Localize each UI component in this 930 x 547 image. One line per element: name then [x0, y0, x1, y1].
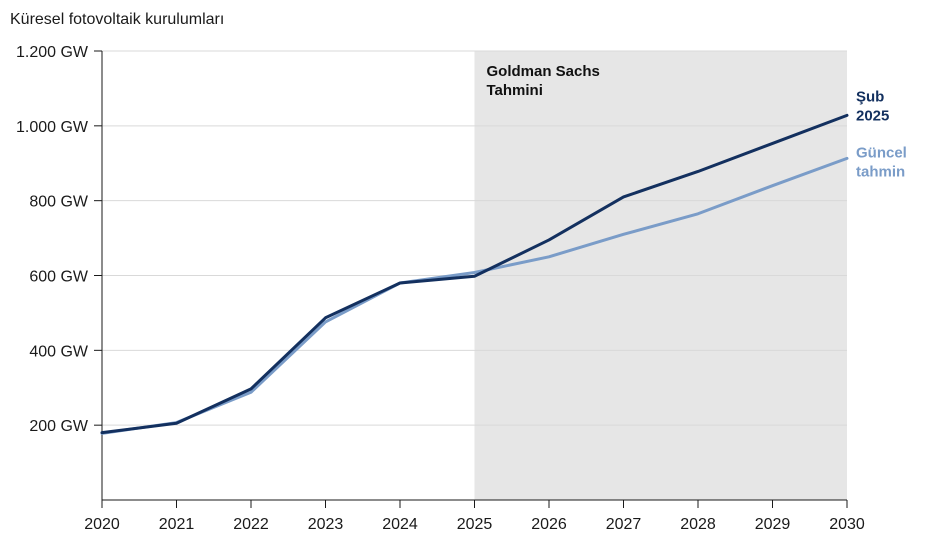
series-label-current-estimate-line1: Güncel: [856, 144, 907, 161]
series-line-current-estimate: [100, 156, 849, 435]
series-label-feb-2025-line2: 2025: [856, 107, 889, 124]
x-tick-label: 2023: [308, 516, 344, 533]
x-tick-label: 2030: [829, 516, 865, 533]
forecast-region-label-line2: Tahmini: [487, 82, 543, 99]
chart-title: Küresel fotovoltaik kurulumları: [10, 11, 225, 28]
x-tick-label: 2028: [680, 516, 716, 533]
y-tick-label: 200 GW: [29, 418, 89, 435]
x-tick-label: 2029: [755, 516, 791, 533]
forecast-region-label-line1: Goldman Sachs: [487, 63, 600, 80]
y-tick-label: 800 GW: [29, 194, 89, 211]
y-tick-label: 600 GW: [29, 269, 89, 286]
series-line-feb-2025: [100, 113, 849, 435]
x-tick-label: 2020: [84, 516, 120, 533]
y-tick-label: 1.000 GW: [16, 119, 89, 136]
x-tick-label: 2027: [606, 516, 642, 533]
x-tick-label: 2022: [233, 516, 269, 533]
y-tick-label: 400 GW: [29, 343, 89, 360]
x-tick-label: 2021: [159, 516, 195, 533]
y-tick-label: 1.200 GW: [16, 44, 89, 61]
x-tick-label: 2024: [382, 516, 418, 533]
series-label-current-estimate-line2: tahmin: [856, 163, 905, 180]
x-tick-label: 2025: [457, 516, 493, 533]
series-label-feb-2025-line1: Şub: [856, 88, 884, 105]
x-tick-label: 2026: [531, 516, 567, 533]
